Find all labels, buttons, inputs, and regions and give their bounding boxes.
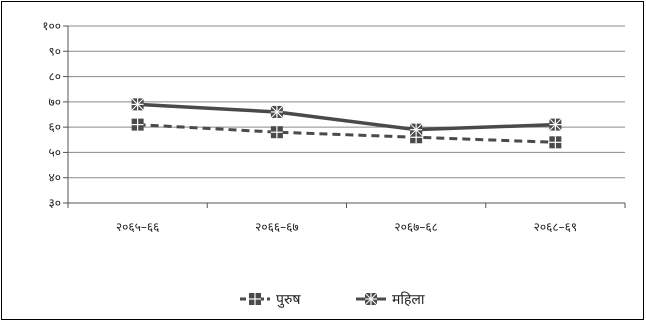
- y-tick-label: ५०: [49, 145, 61, 159]
- data-point-mahila-d2: [409, 123, 423, 137]
- y-tick-label: ८०: [49, 70, 61, 84]
- series-line-purush: [137, 123, 556, 144]
- y-tick-label: ६०: [49, 120, 61, 134]
- data-point-mahila-d2: [131, 98, 144, 111]
- series-line-mahila: [137, 102, 556, 132]
- data-point-mahila-d2: [270, 105, 284, 119]
- y-tick-label: ७०: [49, 95, 61, 109]
- legend-marker-mahila-d2: [364, 292, 378, 306]
- legend-label-mahila: महिला: [392, 291, 425, 308]
- y-tick-label: १००: [42, 19, 61, 33]
- x-tick-label: २०६७–६८: [394, 220, 437, 234]
- x-tick-label: २०६६–६७: [255, 220, 298, 234]
- y-tick-label: ९०: [49, 44, 61, 58]
- legend-label-purush: पुरुष: [276, 292, 301, 308]
- y-tick-label: ४०: [49, 171, 61, 185]
- y-tick-label: ३०: [49, 196, 61, 210]
- x-tick-label: २०६५–६६: [116, 220, 159, 234]
- data-point-mahila-d2: [549, 118, 562, 131]
- x-tick-label: २०६८–६९: [534, 220, 577, 234]
